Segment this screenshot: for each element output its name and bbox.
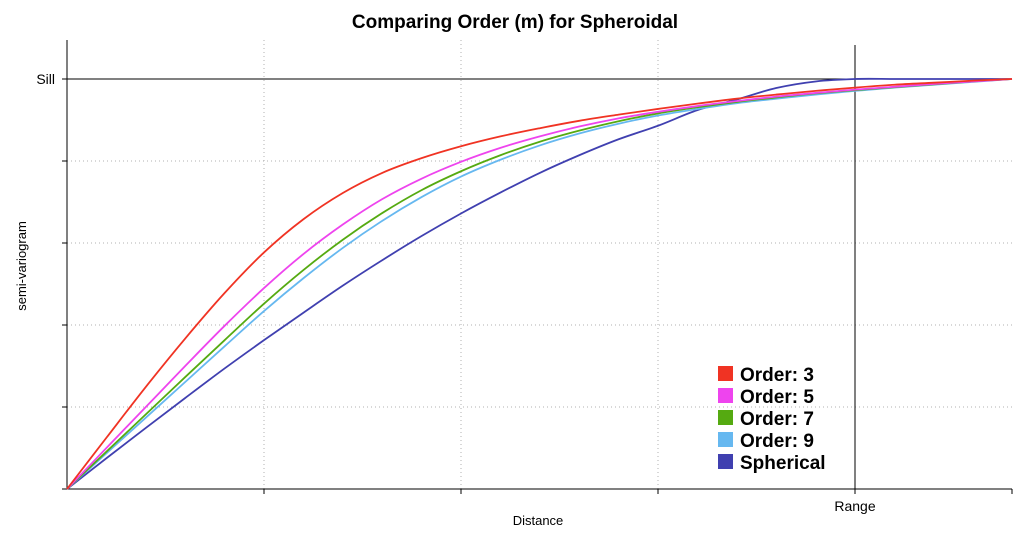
y-axis-label: semi-variogram [14, 221, 29, 311]
chart-title: Comparing Order (m) for Spheroidal [352, 12, 678, 33]
legend-label-order-9: Order: 9 [740, 431, 814, 452]
series-line-order-9 [66, 78, 1013, 490]
legend-swatch-order-3 [718, 366, 733, 381]
grid [67, 40, 1012, 489]
axes [62, 40, 1013, 494]
series-line-order-5 [66, 78, 1013, 490]
x-axis-label: Distance [513, 513, 564, 528]
legend-label-spherical: Spherical [740, 453, 826, 474]
series-lines [66, 77, 1013, 490]
series-line-order-3 [66, 78, 1013, 490]
legend-swatch-order-7 [718, 410, 733, 425]
range-tick-label: Range [834, 498, 875, 514]
series-line-order-7 [66, 78, 1013, 490]
legend-label-order-7: Order: 7 [740, 409, 814, 430]
legend-label-order-5: Order: 5 [740, 387, 814, 408]
sill-tick-label: Sill [36, 71, 55, 87]
legend-swatch-spherical [718, 454, 733, 469]
legend-swatch-order-5 [718, 388, 733, 403]
legend-swatch-order-9 [718, 432, 733, 447]
series-line-spherical [66, 77, 1012, 490]
legend-label-order-3: Order: 3 [740, 365, 814, 386]
